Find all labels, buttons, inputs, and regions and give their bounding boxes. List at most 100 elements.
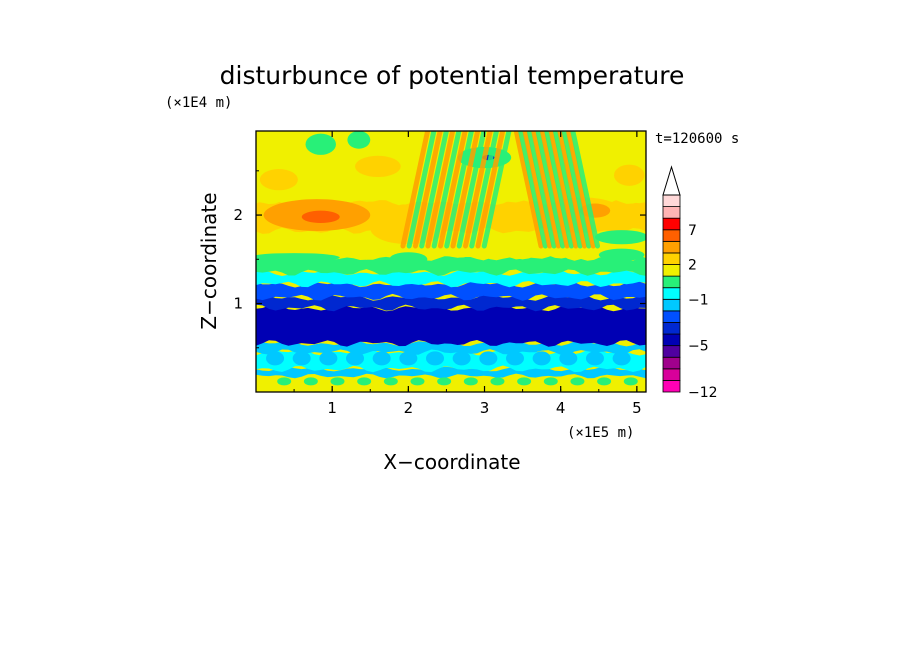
contour-feature xyxy=(598,248,645,262)
x-unit-label: (×1E5 m) xyxy=(567,425,634,441)
contour-feature xyxy=(372,351,391,366)
wave-stripe xyxy=(548,131,579,249)
x-tick-label: 2 xyxy=(404,399,414,417)
contour-feature xyxy=(612,351,631,366)
contour-feature xyxy=(256,253,340,262)
wave-stripe xyxy=(526,131,557,249)
colorbar-segment xyxy=(662,264,681,277)
contour-feature xyxy=(301,210,340,224)
colorbar-label: 2 xyxy=(688,258,697,274)
wave-stripe xyxy=(561,131,592,249)
contour-feature xyxy=(259,169,298,191)
plot-frame xyxy=(255,130,647,393)
colorbar-label: −1 xyxy=(688,292,709,308)
y-axis-label: Z−coordinate xyxy=(197,192,221,329)
contour-band xyxy=(256,366,646,379)
wave-stripe xyxy=(513,131,544,249)
colorbar-segment xyxy=(662,240,681,254)
contour-feature xyxy=(330,377,345,386)
contour-feature xyxy=(346,351,365,366)
colorbar-segment xyxy=(662,310,681,323)
x-axis: 1 2 3 4 5 xyxy=(293,131,642,417)
contour-band xyxy=(256,293,646,312)
colorbar-label: −5 xyxy=(688,339,709,355)
contour-band xyxy=(256,254,646,276)
colorbar-segment xyxy=(662,345,681,358)
x-tick-label: 4 xyxy=(556,399,566,417)
contour-feature xyxy=(463,377,478,386)
contour-feature xyxy=(410,377,425,386)
colorbar-segment xyxy=(662,287,681,300)
contour-feature xyxy=(292,351,311,366)
contour-feature xyxy=(266,351,285,366)
contour-feature xyxy=(319,351,338,366)
x-tick-label: 5 xyxy=(632,399,642,417)
wave-stripe xyxy=(522,131,553,249)
wave-stripe xyxy=(475,131,506,249)
contour-feature xyxy=(532,351,551,366)
contour-feature xyxy=(585,351,604,366)
wave-stripe xyxy=(406,131,437,249)
wave-stripe xyxy=(463,131,493,249)
colorbar-segment xyxy=(662,217,681,231)
contour-feature xyxy=(594,230,646,245)
plot-area xyxy=(256,131,646,392)
colorbar-segment xyxy=(662,206,681,219)
contour-feature xyxy=(614,164,645,186)
y-tick-label: 2 xyxy=(233,206,243,224)
contour-feature xyxy=(277,377,292,386)
wave-stripe xyxy=(481,131,512,249)
contour-feature xyxy=(389,252,428,267)
contour-feature xyxy=(399,351,418,366)
colorbar-extend-arrow xyxy=(662,165,681,196)
contour-feature xyxy=(355,155,401,178)
wave-stripe xyxy=(544,131,574,249)
colorbar: 7 2 −1 −5 −12 xyxy=(662,165,718,401)
wave-stripe xyxy=(469,131,499,249)
contour-feature xyxy=(437,377,452,386)
wave-stripe xyxy=(431,131,462,249)
x-tick-label: 3 xyxy=(480,399,490,417)
time-label: t=120600 s xyxy=(655,131,739,147)
wave-stripe xyxy=(531,131,561,249)
colorbar-segment xyxy=(662,333,681,347)
wave-stripe xyxy=(444,131,474,249)
wave-stripe xyxy=(552,131,583,249)
contour-feature xyxy=(303,377,318,386)
wave-stripe xyxy=(535,131,566,249)
contour-feature xyxy=(305,133,336,155)
contour-feature xyxy=(347,131,371,149)
colorbar-segment xyxy=(662,380,681,393)
wave-stripe xyxy=(425,131,456,249)
wave-stripe xyxy=(539,131,570,249)
colorbar-segment xyxy=(662,298,681,312)
wave-stripe xyxy=(557,131,587,249)
contour-feature xyxy=(426,351,445,366)
contour-band xyxy=(256,269,646,288)
contour-feature xyxy=(543,377,558,386)
wave-stripe xyxy=(419,131,449,249)
contour-feature xyxy=(452,351,471,366)
contour-feature xyxy=(479,351,498,366)
wave-stripe xyxy=(456,131,487,249)
wave-stripe xyxy=(450,131,481,249)
contour-feature xyxy=(490,377,505,386)
wave-stripe xyxy=(518,131,548,249)
colorbar-segment xyxy=(662,194,681,207)
x-tick-label: 1 xyxy=(327,399,337,417)
y-tick-label: 1 xyxy=(233,295,243,313)
colorbar-label: −12 xyxy=(688,385,718,401)
contour-feature xyxy=(505,351,524,366)
contour-feature xyxy=(570,377,585,386)
colorbar-segment xyxy=(662,252,681,265)
wave-stripe xyxy=(412,131,443,249)
chart-title: disturbunce of potential temperature xyxy=(220,61,685,90)
colorbar-segment xyxy=(662,229,681,242)
contour-feature xyxy=(517,377,532,386)
contour-band xyxy=(256,304,646,347)
x-axis-label: X−coordinate xyxy=(383,450,520,474)
contour-feature xyxy=(559,351,578,366)
colorbar-segment xyxy=(662,322,681,335)
wave-stripe xyxy=(565,131,596,249)
